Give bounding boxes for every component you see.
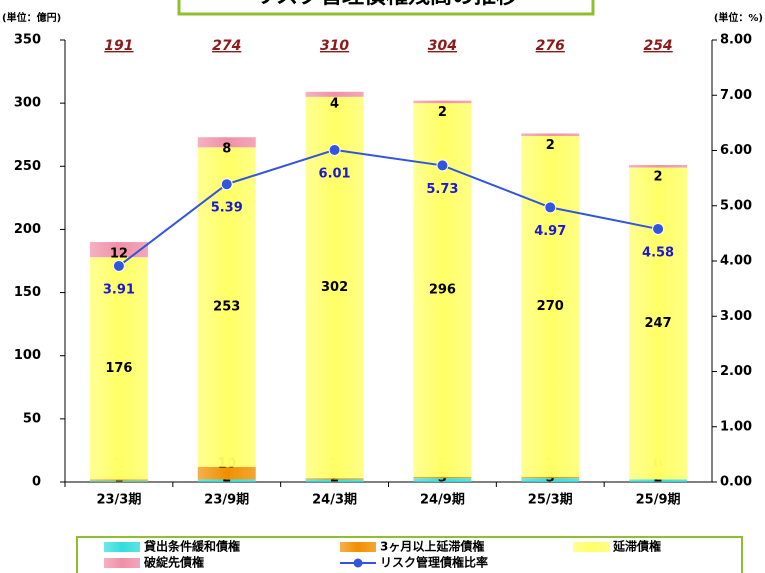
line-label: 5.39 [211, 201, 243, 216]
legend-label: 貸出条件緩和債権 [144, 539, 240, 554]
bar-segment [521, 135, 580, 477]
data-label: 270 [537, 299, 564, 314]
total-label: 191 [104, 38, 133, 54]
y2-tick-label: 1.00 [720, 419, 752, 434]
x-tick-label: 24/3期 [312, 493, 357, 508]
legend-swatch [573, 542, 609, 552]
y2-tick-label: 4.00 [720, 254, 752, 269]
y2-tick-label: 7.00 [720, 88, 752, 103]
y2-tick-label: 8.00 [720, 33, 752, 48]
bar-segment [413, 100, 472, 104]
legend-swatch [340, 542, 376, 552]
bar-segment [305, 479, 364, 482]
y2-tick-label: 2.00 [720, 364, 752, 379]
y2-tick-label: 0.00 [720, 475, 752, 490]
y2-tick-label: 6.00 [720, 143, 752, 158]
y-tick-label: 300 [14, 96, 41, 111]
bar-segment [89, 480, 148, 482]
title-box [177, 0, 595, 16]
bar-segment [629, 479, 688, 482]
data-label: 296 [429, 283, 456, 298]
y-tick-label: 200 [14, 222, 41, 237]
bar-segment [197, 479, 256, 482]
bar-segment [197, 147, 256, 467]
line-marker [544, 201, 557, 214]
x-tick-label: 23/3期 [96, 493, 141, 508]
bar-segment [305, 96, 364, 479]
data-label: 247 [645, 316, 672, 331]
y-tick-label: 0 [32, 475, 41, 490]
total-label: 276 [536, 38, 565, 54]
data-label: 4 [330, 96, 339, 111]
legend-label: 3ヶ月以上延滞債権 [380, 539, 484, 554]
total-label: 310 [320, 38, 349, 54]
y-tick-label: 150 [14, 285, 41, 300]
bar-segment [413, 478, 472, 482]
total-label: 254 [643, 38, 672, 54]
bar-segment [197, 137, 256, 148]
line-marker [112, 259, 125, 272]
bar-segment [629, 167, 688, 480]
x-tick-label: 25/9期 [636, 493, 681, 508]
bar-segment [629, 165, 688, 168]
y-tick-label: 50 [23, 411, 41, 426]
legend-swatch [104, 558, 140, 568]
y2-tick-label: 5.00 [720, 198, 752, 213]
legend-box [76, 536, 743, 573]
bar-segment [305, 91, 364, 97]
line-marker [436, 159, 449, 172]
line-label: 4.58 [642, 245, 674, 260]
line-label: 6.01 [319, 166, 351, 181]
data-label: 8 [222, 142, 231, 157]
bar-segment [413, 476, 472, 479]
line-marker [328, 143, 341, 156]
y2-unit: (単位：%) [714, 11, 763, 24]
y-unit: (単位：億円) [2, 11, 61, 24]
bar-segment [521, 133, 580, 136]
x-tick-label: 23/9期 [204, 493, 249, 508]
data-label: 12 [110, 247, 128, 262]
y-tick-label: 100 [14, 348, 41, 363]
bar-segment [89, 257, 148, 480]
x-tick-label: 24/9期 [420, 493, 465, 508]
data-label: 2 [546, 138, 555, 153]
legend-label: リスク管理債権比率 [380, 555, 488, 570]
data-label: 176 [105, 361, 132, 376]
line-label: 5.73 [426, 182, 458, 197]
bar-segment [521, 476, 580, 479]
legend-label: 延滞債権 [612, 539, 661, 554]
chart-title: リスク管理債権残高の推移 [254, 0, 518, 9]
total-label: 304 [428, 38, 457, 54]
data-label: 2 [438, 105, 447, 120]
line-series [118, 148, 659, 267]
data-label: 2 [654, 170, 663, 185]
bar-segment [521, 478, 580, 482]
line-marker [220, 178, 233, 191]
y-tick-label: 350 [14, 33, 41, 48]
y2-tick-label: 3.00 [720, 309, 752, 324]
bar-segment [89, 479, 148, 481]
line-label: 4.97 [534, 224, 566, 239]
bar-segment [89, 242, 148, 258]
x-tick-label: 25/3期 [528, 493, 573, 508]
bar-segment [197, 466, 256, 480]
legend-marker [353, 558, 363, 568]
data-label: 253 [213, 300, 240, 315]
total-label: 274 [212, 38, 241, 54]
bar-segment [305, 478, 364, 480]
legend-label: 破綻先債権 [144, 555, 204, 570]
line-marker [652, 222, 665, 235]
data-label: 302 [321, 280, 348, 295]
line-label: 3.91 [103, 282, 135, 297]
legend-swatch [104, 542, 140, 552]
y-tick-label: 250 [14, 159, 41, 174]
